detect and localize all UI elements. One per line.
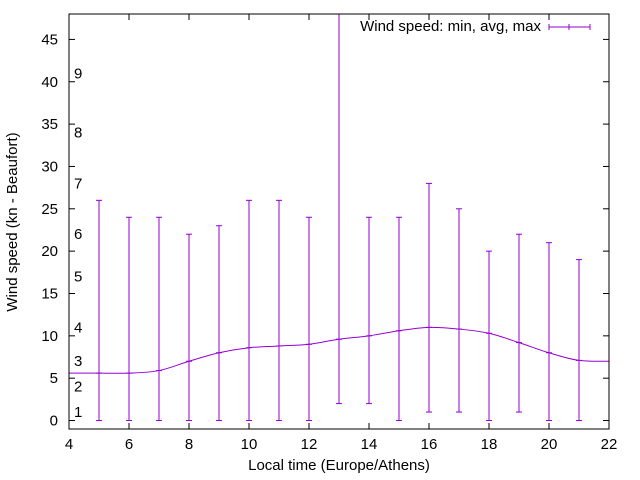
y-tick-label: 40 bbox=[41, 74, 58, 91]
beaufort-label: 6 bbox=[74, 226, 82, 243]
x-tick-label: 6 bbox=[125, 436, 133, 453]
beaufort-labels: 1 2 3 4 5 6 7 8 9 bbox=[74, 65, 82, 421]
x-tick-label: 14 bbox=[361, 436, 378, 453]
x-tick-label: 12 bbox=[301, 436, 318, 453]
x-tick-label: 4 bbox=[65, 436, 73, 453]
plot-frame bbox=[68, 13, 610, 430]
y-axis-label: Wind speed (kn - Beaufort) bbox=[4, 132, 21, 311]
beaufort-label: 5 bbox=[74, 269, 82, 286]
x-tick-label: 18 bbox=[481, 436, 498, 453]
beaufort-label: 9 bbox=[74, 65, 82, 82]
x-tick-label: 16 bbox=[421, 436, 438, 453]
x-tick-label: 22 bbox=[601, 436, 618, 453]
beaufort-label: 4 bbox=[74, 319, 82, 336]
x-tick-label: 20 bbox=[541, 436, 558, 453]
y-tick-label: 25 bbox=[41, 201, 58, 218]
axis-ticks bbox=[68, 14, 610, 429]
y-tick-label: 35 bbox=[41, 116, 58, 133]
y-tick-label: 15 bbox=[41, 285, 58, 302]
y-tick-label: 10 bbox=[41, 328, 58, 345]
y-tick-label: 30 bbox=[41, 158, 58, 175]
x-tick-label: 10 bbox=[241, 436, 258, 453]
beaufort-label: 3 bbox=[74, 353, 82, 370]
beaufort-label: 7 bbox=[74, 175, 82, 192]
legend: Wind speed: min, avg, max bbox=[360, 18, 591, 35]
y-tick-label: 5 bbox=[50, 370, 58, 387]
data-series bbox=[69, 13, 610, 422]
y-tick-label: 20 bbox=[41, 243, 58, 260]
beaufort-label: 8 bbox=[74, 125, 82, 142]
beaufort-label: 1 bbox=[74, 404, 82, 421]
x-axis-label: Local time (Europe/Athens) bbox=[248, 457, 430, 474]
x-tick-label: 8 bbox=[185, 436, 193, 453]
x-tick-labels: 4 6 8 10 12 14 16 18 20 22 bbox=[65, 436, 618, 453]
y-tick-labels: 0 5 10 15 20 25 30 35 40 45 bbox=[41, 31, 58, 429]
beaufort-label: 2 bbox=[74, 379, 82, 396]
y-tick-label: 0 bbox=[50, 413, 58, 430]
legend-label: Wind speed: min, avg, max bbox=[360, 18, 541, 35]
y-tick-label: 45 bbox=[41, 31, 58, 48]
